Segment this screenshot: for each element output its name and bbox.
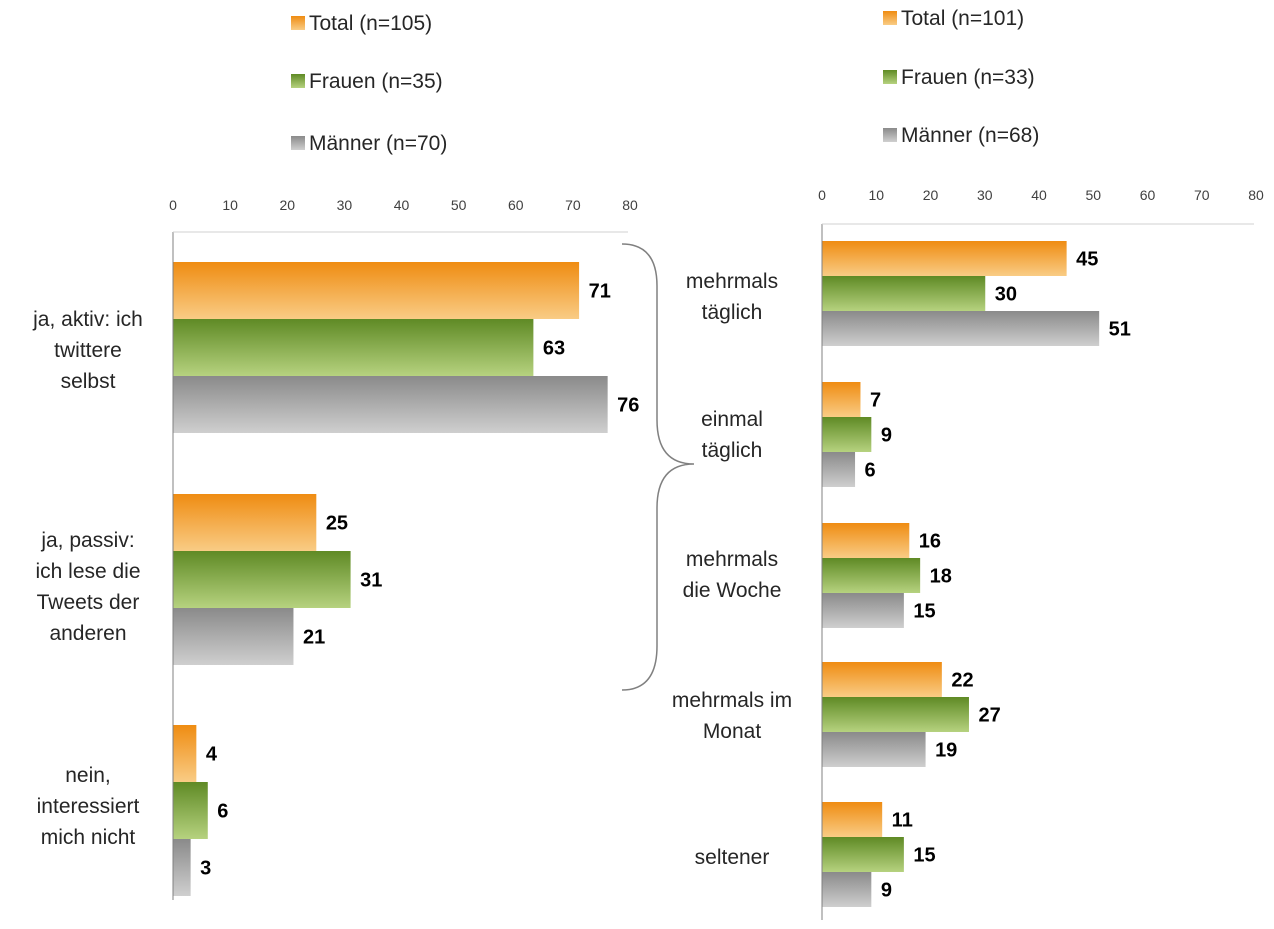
x-tick-label: 30: [337, 197, 353, 213]
bar-maenner: [822, 732, 926, 767]
data-label: 22: [951, 670, 973, 692]
data-label: 18: [930, 566, 952, 588]
legend-swatch-maenner: [883, 128, 897, 142]
data-label: 51: [1109, 319, 1131, 341]
data-label: 6: [217, 801, 228, 823]
data-label: 71: [589, 281, 611, 303]
data-label: 3: [200, 858, 211, 880]
data-label: 11: [892, 810, 913, 832]
bar-maenner: [822, 452, 856, 487]
category-label: seltener: [695, 846, 770, 869]
data-label: 21: [303, 627, 325, 649]
data-label: 25: [326, 513, 348, 535]
data-label: 19: [935, 740, 957, 762]
x-tick-label: 10: [222, 197, 238, 213]
x-tick-label: 70: [565, 197, 581, 213]
bar-maenner: [173, 839, 191, 896]
bar-total: [822, 523, 910, 558]
bar-frauen: [822, 697, 969, 732]
bar-maenner: [173, 376, 608, 433]
data-label: 76: [617, 395, 639, 417]
bar-maenner: [173, 608, 294, 665]
data-label: 45: [1076, 249, 1098, 271]
grouping-brace: [621, 243, 695, 691]
bar-frauen: [173, 319, 534, 376]
data-label: 9: [881, 425, 892, 447]
bar-maenner: [822, 311, 1100, 346]
bar-total: [822, 662, 942, 697]
x-tick-label: 0: [818, 187, 826, 203]
legend-label-maenner: Männer (n=68): [901, 124, 1039, 147]
legend-swatch-frauen: [883, 70, 897, 84]
legend-label-maenner: Männer (n=70): [309, 132, 447, 155]
data-label: 15: [913, 845, 935, 867]
x-tick-label: 0: [169, 197, 177, 213]
legend-label-frauen: Frauen (n=33): [901, 66, 1035, 89]
bar-frauen: [173, 782, 208, 839]
bar-total: [822, 382, 861, 417]
category-label: ja, passiv: ich lese die Tweets der anderen: [35, 529, 140, 645]
bar-maenner: [822, 593, 904, 628]
category-label: mehrmals die Woche: [683, 548, 782, 602]
x-tick-label: 40: [1031, 187, 1047, 203]
x-tick-label: 50: [451, 197, 467, 213]
bar-maenner: [822, 872, 872, 907]
x-tick-label: 80: [1248, 187, 1264, 203]
data-label: 7: [870, 390, 881, 412]
legend-label-total: Total (n=101): [901, 7, 1024, 30]
data-label: 15: [913, 601, 935, 623]
legend-label-frauen: Frauen (n=35): [309, 70, 443, 93]
bar-total: [173, 494, 317, 551]
x-tick-label: 60: [508, 197, 524, 213]
bar-total: [173, 725, 197, 782]
x-tick-label: 10: [868, 187, 884, 203]
category-label: ja, aktiv: ich twittere selbst: [32, 308, 143, 393]
bar-frauen: [822, 558, 921, 593]
data-label: 6: [865, 460, 876, 482]
bar-frauen: [822, 417, 872, 452]
category-label: mehrmals täglich: [686, 270, 778, 324]
data-label: 4: [206, 744, 218, 766]
x-tick-label: 60: [1140, 187, 1156, 203]
x-tick-label: 70: [1194, 187, 1210, 203]
x-tick-label: 30: [977, 187, 993, 203]
x-tick-label: 20: [923, 187, 939, 203]
x-tick-label: 50: [1085, 187, 1101, 203]
data-label: 31: [360, 570, 382, 592]
category-label: nein, interessiert mich nicht: [37, 764, 140, 849]
chart-twitter-use: Total (n=105) Frauen (n=35) Männer (n=70) 0…: [32, 12, 639, 900]
legend-swatch-total: [291, 16, 305, 30]
bar-frauen: [822, 837, 904, 872]
bar-frauen: [173, 551, 351, 608]
x-tick-label: 40: [394, 197, 410, 213]
bar-frauen: [822, 276, 986, 311]
bar-total: [822, 802, 883, 837]
category-label: einmal täglich: [701, 408, 763, 462]
legend-swatch-total: [883, 11, 897, 25]
category-label: mehrmals im Monat: [672, 689, 792, 743]
data-label: 30: [995, 284, 1017, 306]
data-label: 16: [919, 531, 941, 553]
data-label: 27: [978, 705, 1000, 727]
data-label: 9: [881, 880, 892, 902]
x-tick-label: 80: [622, 197, 638, 213]
legend-swatch-frauen: [291, 74, 305, 88]
x-tick-label: 20: [279, 197, 295, 213]
bar-total: [173, 262, 580, 319]
legend-label-total: Total (n=105): [309, 12, 432, 35]
chart-twitter-frequency: Total (n=101) Frauen (n=33) Männer (n=68) 0…: [672, 7, 1264, 920]
data-label: 63: [543, 338, 565, 360]
legend-swatch-maenner: [291, 136, 305, 150]
bar-total: [822, 241, 1067, 276]
